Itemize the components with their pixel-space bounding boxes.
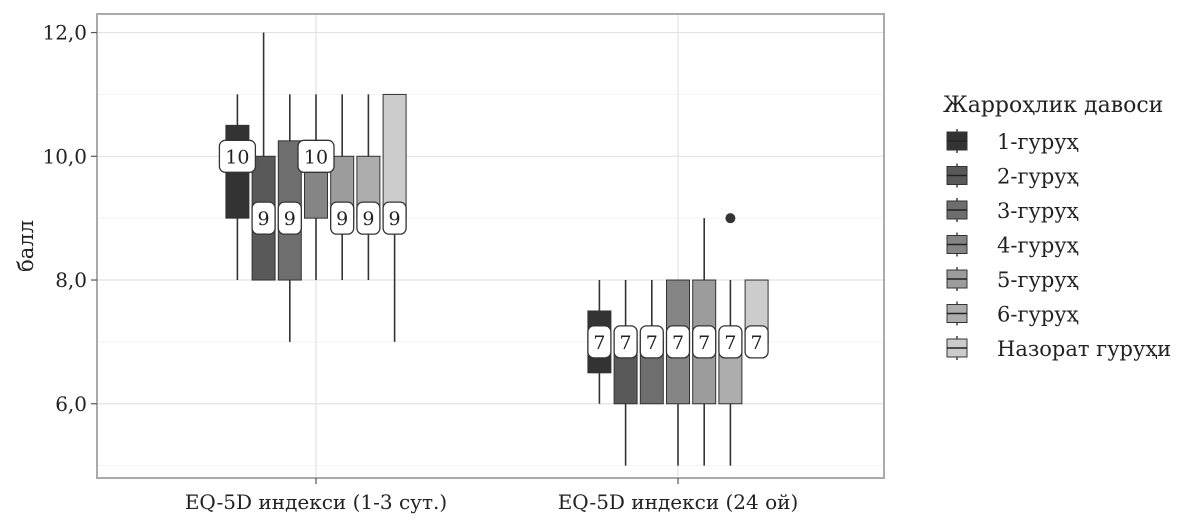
median-label-box: [744, 325, 769, 359]
grid-lines: [97, 14, 884, 478]
box-plot-marks: [225, 32, 769, 466]
median-label: 9: [362, 208, 374, 230]
median-label: 7: [751, 332, 763, 354]
median-label-box: [382, 201, 407, 235]
legend-label: 5-гуруҳ: [997, 268, 1079, 292]
median-label: 7: [620, 332, 632, 354]
median-label-box: [613, 325, 638, 359]
plot-frame: [96, 13, 885, 479]
median-label-box: [330, 201, 355, 235]
median-label: 10: [225, 146, 249, 168]
legend: Жарроҳлик давоси 1-гуруҳ 2-гуруҳ 3-гуруҳ 4-…: [943, 93, 1171, 362]
median-label: 7: [672, 332, 684, 354]
outlier-point: [725, 213, 736, 224]
median-label: 7: [593, 332, 605, 354]
legend-label: Назорат гуруҳи: [997, 337, 1171, 361]
median-label-box: [356, 201, 381, 235]
y-tick-label: 8,0: [55, 268, 87, 292]
axes: 6,0 8,0 10,0 12,0 EQ-5D индекси (1-3 сут.) EQ…: [42, 21, 798, 514]
y-tick-label: 10,0: [42, 144, 87, 168]
median-label: 9: [284, 208, 296, 230]
median-label-box: [251, 201, 276, 235]
median-label: 7: [724, 332, 736, 354]
y-tick-label: 12,0: [42, 21, 87, 45]
median-label-box: [218, 139, 257, 173]
median-label: 9: [336, 208, 348, 230]
median-label-box: [665, 325, 691, 359]
median-labels: 10 7 9 7 9 7 10 7 9 7 9 7 9 7: [218, 139, 769, 359]
median-label-box: [639, 325, 664, 359]
x-tick-label: EQ-5D индекси (24 ой): [558, 490, 799, 514]
median-label: 10: [304, 146, 328, 168]
y-tick-label: 6,0: [55, 392, 87, 416]
y-axis-title: балл: [14, 220, 38, 272]
legend-label: 3-гуруҳ: [997, 199, 1079, 223]
x-tick-label: EQ-5D индекси (1-3 сут.): [185, 490, 447, 514]
median-label-box: [587, 325, 612, 359]
legend-label: 1-гуруҳ: [997, 130, 1079, 154]
median-label: 9: [389, 208, 401, 230]
median-label: 9: [258, 208, 270, 230]
median-label: 7: [646, 332, 658, 354]
median-label: 7: [698, 332, 710, 354]
legend-label: 2-гуруҳ: [997, 165, 1079, 189]
legend-label: 4-гуруҳ: [997, 234, 1079, 258]
median-label-box: [297, 139, 335, 173]
legend-label: 6-гуруҳ: [997, 303, 1079, 327]
median-label-box: [718, 325, 743, 359]
legend-title: Жарроҳлик давоси: [943, 93, 1163, 118]
median-label-box: [692, 325, 717, 359]
median-label-box: [277, 201, 302, 235]
box: [382, 93, 407, 219]
